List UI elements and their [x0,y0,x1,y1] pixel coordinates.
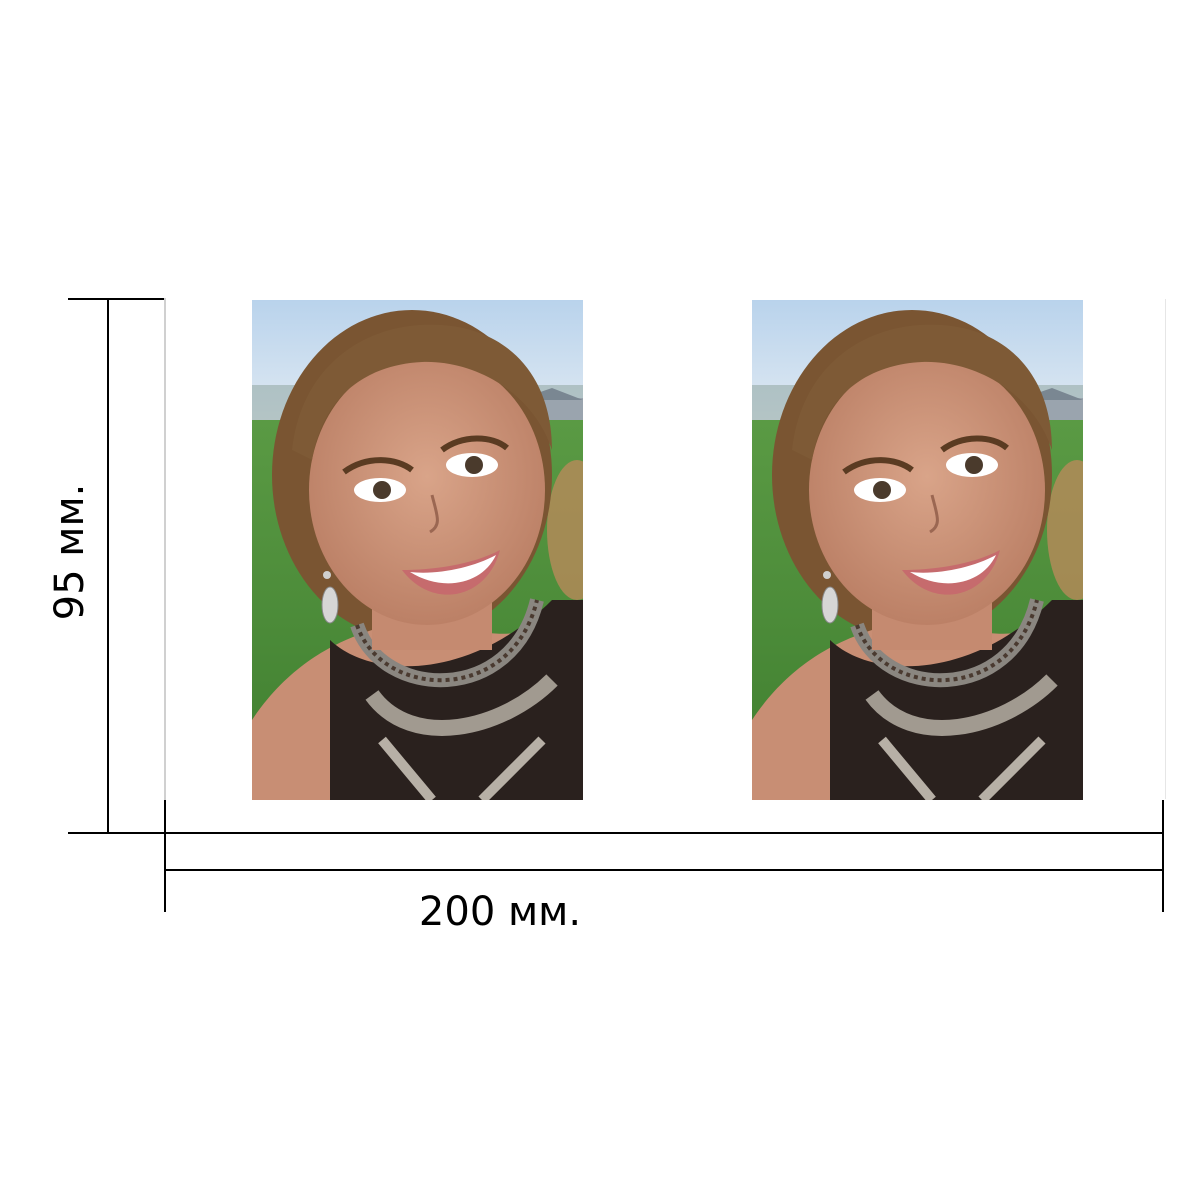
portrait-photo-2 [752,300,1083,800]
sheet-outline [165,299,1166,799]
width-label: 200 мм. [418,889,582,935]
width-dimension-tick-left [164,800,166,912]
height-dimension-line-outer [107,298,109,834]
width-dimension-tick-right [1162,800,1164,912]
portrait-photo-1 [252,300,583,800]
height-dimension-tick-top [68,298,166,300]
height-label: 95 мм. [47,483,93,621]
width-dimension-line-lower [164,869,1164,871]
height-dimension-line-inner [164,298,166,834]
height-dimension-tick-bottom [68,832,166,834]
width-dimension-line-upper [164,832,1164,834]
